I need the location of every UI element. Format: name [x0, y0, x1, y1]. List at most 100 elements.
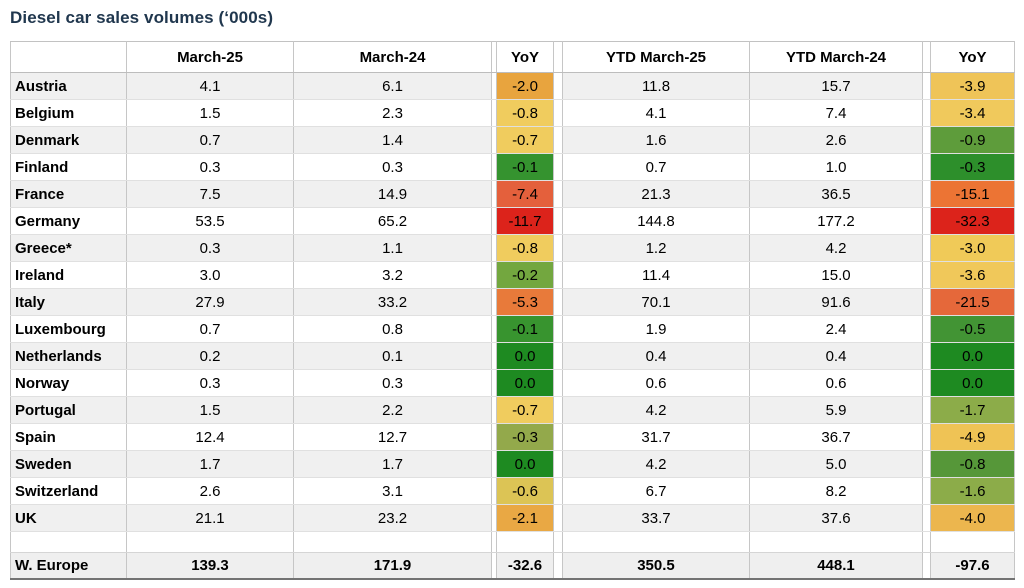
march25-cell: 2.6	[126, 477, 294, 505]
ytd-yoy-cell: -0.3	[930, 153, 1015, 181]
table-row: Spain 12.4 12.7 -0.3 31.7 36.7 -4.9	[10, 423, 1015, 451]
country-cell: Denmark	[10, 126, 127, 154]
country-cell: Sweden	[10, 450, 127, 478]
ytd-yoy-cell: -3.4	[930, 99, 1015, 127]
spacer-cell	[922, 261, 931, 289]
spacer-cell	[553, 288, 563, 316]
spacer-cell	[553, 504, 563, 532]
table-row: Ireland 3.0 3.2 -0.2 11.4 15.0 -3.6	[10, 261, 1015, 289]
ytd-march25-cell: 1.2	[562, 234, 750, 262]
yoy-cell: -0.1	[496, 315, 554, 343]
table-header: March-25 March-24 YoY YTD March-25 YTD M…	[10, 41, 1015, 73]
spacer-cell	[553, 369, 563, 397]
spacer-cell	[922, 342, 931, 370]
table-row: Germany 53.5 65.2 -11.7 144.8 177.2 -32.…	[10, 207, 1015, 235]
table-footer: W. Europe 139.3 171.9 -32.6 350.5 448.1 …	[10, 531, 1015, 580]
ytd-march24-cell: 37.6	[749, 504, 923, 532]
ytd-march24-cell: 1.0	[749, 153, 923, 181]
ytd-march24-cell: 0.4	[749, 342, 923, 370]
country-cell: Netherlands	[10, 342, 127, 370]
ytd-march24-cell: 8.2	[749, 477, 923, 505]
ytd-yoy-cell: -4.9	[930, 423, 1015, 451]
table-row: Finland 0.3 0.3 -0.1 0.7 1.0 -0.3	[10, 153, 1015, 181]
march25-cell: 0.7	[126, 126, 294, 154]
ytd-march25-cell: 4.1	[562, 99, 750, 127]
spacer-cell	[922, 180, 931, 208]
spacer-cell	[922, 369, 931, 397]
empty-cell	[126, 531, 294, 553]
header-march24: March-24	[293, 41, 492, 73]
table-row: Denmark 0.7 1.4 -0.7 1.6 2.6 -0.9	[10, 126, 1015, 154]
ytd-march25-cell: 11.4	[562, 261, 750, 289]
spacer-cell	[922, 504, 931, 532]
spacer-cell	[553, 126, 563, 154]
yoy-cell: 0.0	[496, 369, 554, 397]
ytd-march24-cell: 36.7	[749, 423, 923, 451]
march24-cell: 33.2	[293, 288, 492, 316]
table-row: Belgium 1.5 2.3 -0.8 4.1 7.4 -3.4	[10, 99, 1015, 127]
ytd-march25-cell: 0.4	[562, 342, 750, 370]
spacer-cell	[922, 153, 931, 181]
march25-cell: 3.0	[126, 261, 294, 289]
march24-cell: 14.9	[293, 180, 492, 208]
spacer-cell	[922, 99, 931, 127]
empty-row	[10, 531, 1015, 553]
header-march25: March-25	[126, 41, 294, 73]
yoy-cell: -0.1	[496, 153, 554, 181]
country-cell: Spain	[10, 423, 127, 451]
ytd-yoy-cell: -3.9	[930, 72, 1015, 100]
march25-cell: 7.5	[126, 180, 294, 208]
ytd-march24-cell: 36.5	[749, 180, 923, 208]
ytd-march25-cell: 70.1	[562, 288, 750, 316]
table-row: Austria 4.1 6.1 -2.0 11.8 15.7 -3.9	[10, 72, 1015, 100]
march25-cell: 1.5	[126, 99, 294, 127]
total-row: W. Europe 139.3 171.9 -32.6 350.5 448.1 …	[10, 552, 1015, 580]
spacer-cell	[922, 207, 931, 235]
spacer-cell	[553, 423, 563, 451]
spacer-cell	[922, 531, 931, 553]
march24-cell: 0.3	[293, 153, 492, 181]
spacer-cell	[922, 552, 931, 580]
spacer-cell	[553, 180, 563, 208]
total-march24-cell: 171.9	[293, 552, 492, 580]
country-cell: Greece*	[10, 234, 127, 262]
spacer-cell	[922, 234, 931, 262]
ytd-yoy-cell: -1.7	[930, 396, 1015, 424]
march24-cell: 1.7	[293, 450, 492, 478]
spacer-cell	[553, 450, 563, 478]
ytd-yoy-cell: -1.6	[930, 477, 1015, 505]
ytd-march25-cell: 4.2	[562, 450, 750, 478]
ytd-march25-cell: 0.6	[562, 369, 750, 397]
spacer-cell	[922, 396, 931, 424]
country-cell: Belgium	[10, 99, 127, 127]
ytd-yoy-cell: -4.0	[930, 504, 1015, 532]
ytd-march24-cell: 2.6	[749, 126, 923, 154]
ytd-march24-cell: 15.0	[749, 261, 923, 289]
ytd-march25-cell: 1.9	[562, 315, 750, 343]
ytd-march24-cell: 4.2	[749, 234, 923, 262]
yoy-cell: -2.1	[496, 504, 554, 532]
country-cell: France	[10, 180, 127, 208]
country-cell: Switzerland	[10, 477, 127, 505]
march24-cell: 23.2	[293, 504, 492, 532]
spacer-cell	[553, 261, 563, 289]
country-cell: UK	[10, 504, 127, 532]
spacer-cell	[553, 342, 563, 370]
yoy-cell: -0.8	[496, 234, 554, 262]
table-body: Austria 4.1 6.1 -2.0 11.8 15.7 -3.9 Belg…	[10, 72, 1015, 532]
ytd-march24-cell: 7.4	[749, 99, 923, 127]
ytd-march25-cell: 144.8	[562, 207, 750, 235]
march24-cell: 65.2	[293, 207, 492, 235]
march25-cell: 0.3	[126, 153, 294, 181]
country-cell: Italy	[10, 288, 127, 316]
ytd-yoy-cell: 0.0	[930, 369, 1015, 397]
country-cell: Germany	[10, 207, 127, 235]
ytd-yoy-cell: -21.5	[930, 288, 1015, 316]
yoy-cell: 0.0	[496, 450, 554, 478]
table-row: Greece* 0.3 1.1 -0.8 1.2 4.2 -3.0	[10, 234, 1015, 262]
march25-cell: 0.7	[126, 315, 294, 343]
march25-cell: 53.5	[126, 207, 294, 235]
yoy-cell: 0.0	[496, 342, 554, 370]
ytd-yoy-cell: 0.0	[930, 342, 1015, 370]
yoy-cell: -5.3	[496, 288, 554, 316]
